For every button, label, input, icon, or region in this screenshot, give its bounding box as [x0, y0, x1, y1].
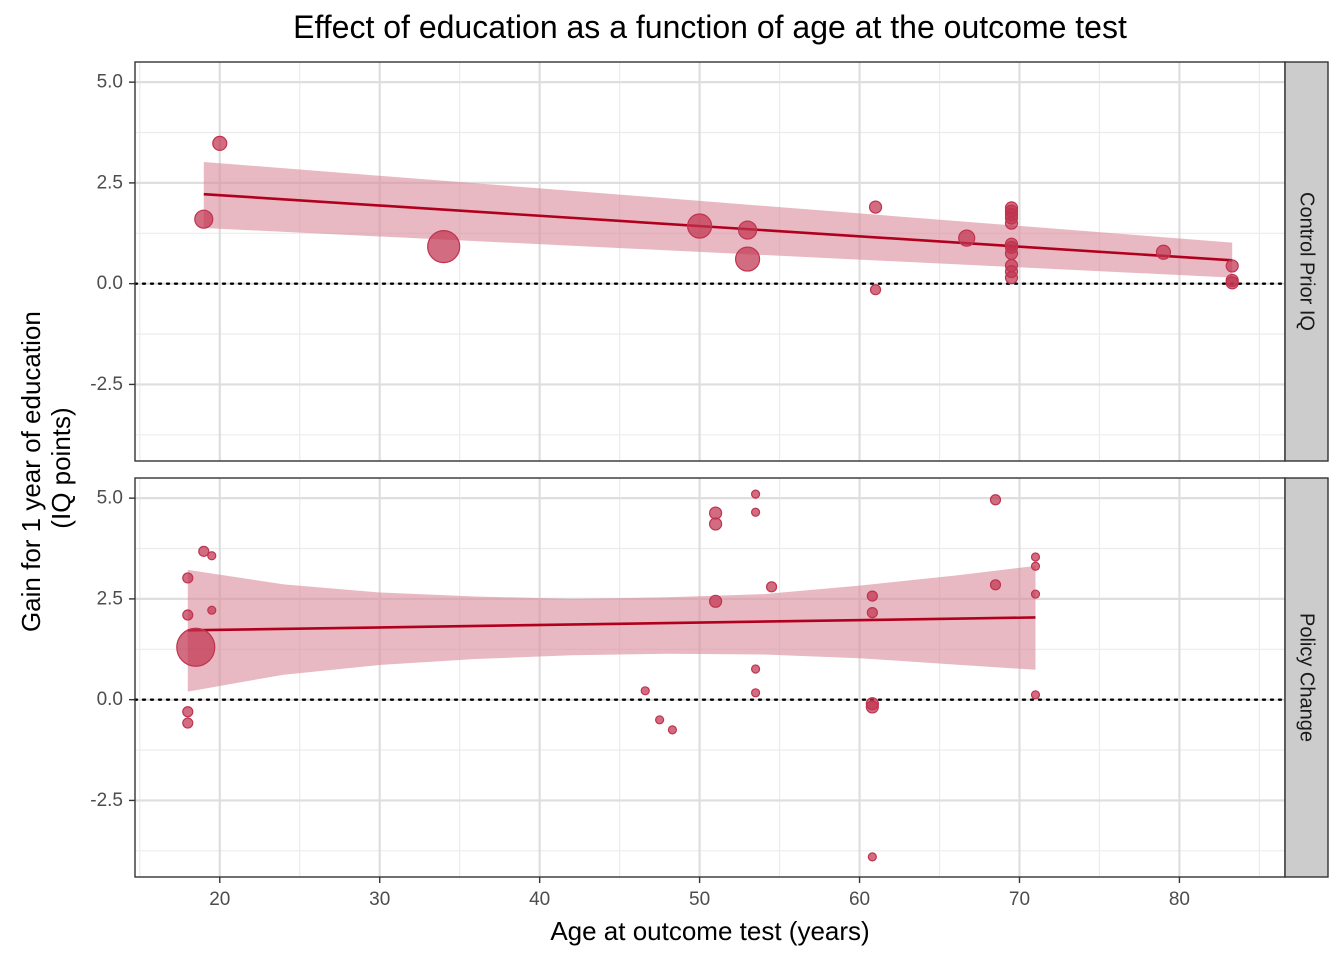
data-point — [182, 609, 194, 621]
panel-background — [135, 478, 1285, 877]
data-point — [869, 284, 882, 296]
data-point — [640, 686, 650, 696]
x-tick-label: 60 — [849, 889, 870, 910]
data-point — [1155, 244, 1172, 260]
x-tick-label: 20 — [209, 889, 230, 910]
y-tick-label: 0.0 — [97, 689, 123, 710]
data-point — [212, 135, 228, 152]
data-point — [750, 507, 761, 517]
data-point — [667, 725, 678, 735]
data-point — [989, 494, 1002, 506]
data-point — [182, 572, 194, 584]
data-point — [866, 607, 878, 619]
data-point — [1030, 690, 1041, 700]
regression-line — [203, 192, 1233, 262]
data-point — [708, 506, 723, 520]
data-point — [750, 664, 761, 674]
y-axis-title-line-1: Gain for 1 year of education — [16, 311, 46, 632]
panel-1: Control Prior IQ 5.0 2.5 0.0 -2.5 — [90, 61, 1329, 462]
data-point — [708, 594, 723, 608]
data-point — [750, 688, 761, 698]
facet-strip-label: Control Prior IQ — [1296, 192, 1318, 331]
data-point — [958, 229, 976, 247]
data-point — [1030, 561, 1041, 571]
regression-line — [187, 616, 1036, 632]
chart-title: Effect of education as a function of age… — [293, 9, 1127, 45]
data-point — [655, 715, 665, 725]
y-tick-label: 5.0 — [97, 488, 123, 509]
data-point — [182, 717, 194, 729]
data-point — [176, 627, 216, 667]
panel-2: Policy Change 5.0 2.5 0.0 -2.5 — [90, 477, 1329, 878]
data-point — [750, 489, 761, 499]
facet-strip — [1284, 61, 1329, 462]
y-tick-label: -2.5 — [90, 790, 123, 811]
facet-strip — [1284, 477, 1329, 878]
data-point — [1004, 271, 1019, 285]
data-point — [989, 579, 1002, 591]
x-tick-label: 70 — [1009, 889, 1030, 910]
y-tick-label: 2.5 — [97, 172, 123, 193]
data-point — [427, 229, 461, 264]
data-point — [865, 700, 879, 714]
x-tick-label: 50 — [689, 889, 710, 910]
x-axis-title: Age at outcome test (years) — [550, 916, 869, 946]
y-tick-label: -2.5 — [90, 374, 123, 395]
data-point — [708, 517, 723, 531]
x-tick-label: 80 — [1169, 889, 1190, 910]
confidence-ribbon — [203, 162, 1233, 278]
data-point — [734, 246, 761, 272]
data-point — [1030, 552, 1041, 562]
data-point — [765, 581, 778, 593]
data-point — [1225, 276, 1239, 290]
data-point — [194, 209, 214, 229]
data-point — [207, 551, 217, 561]
y-tick-label: 5.0 — [97, 72, 123, 93]
data-point — [867, 852, 877, 862]
data-point — [737, 220, 758, 240]
y-tick-label: 0.0 — [97, 273, 123, 294]
data-point — [182, 706, 194, 718]
data-point — [207, 605, 217, 615]
data-point — [1004, 216, 1019, 230]
data-point — [198, 545, 210, 557]
confidence-ribbon — [187, 565, 1036, 692]
data-point — [687, 213, 713, 239]
x-tick-label: 40 — [529, 889, 550, 910]
y-axis-title-line-2: (IQ points) — [46, 407, 76, 528]
facet-strip-label: Policy Change — [1296, 613, 1318, 742]
data-point — [868, 200, 883, 214]
data-point — [1225, 259, 1239, 273]
data-point — [1004, 246, 1019, 261]
y-tick-label: 2.5 — [97, 588, 123, 609]
y-axis-title: Gain for 1 year of education (IQ points) — [16, 304, 76, 632]
data-point — [866, 590, 878, 602]
data-point — [1030, 589, 1041, 599]
x-tick-label: 30 — [369, 889, 390, 910]
